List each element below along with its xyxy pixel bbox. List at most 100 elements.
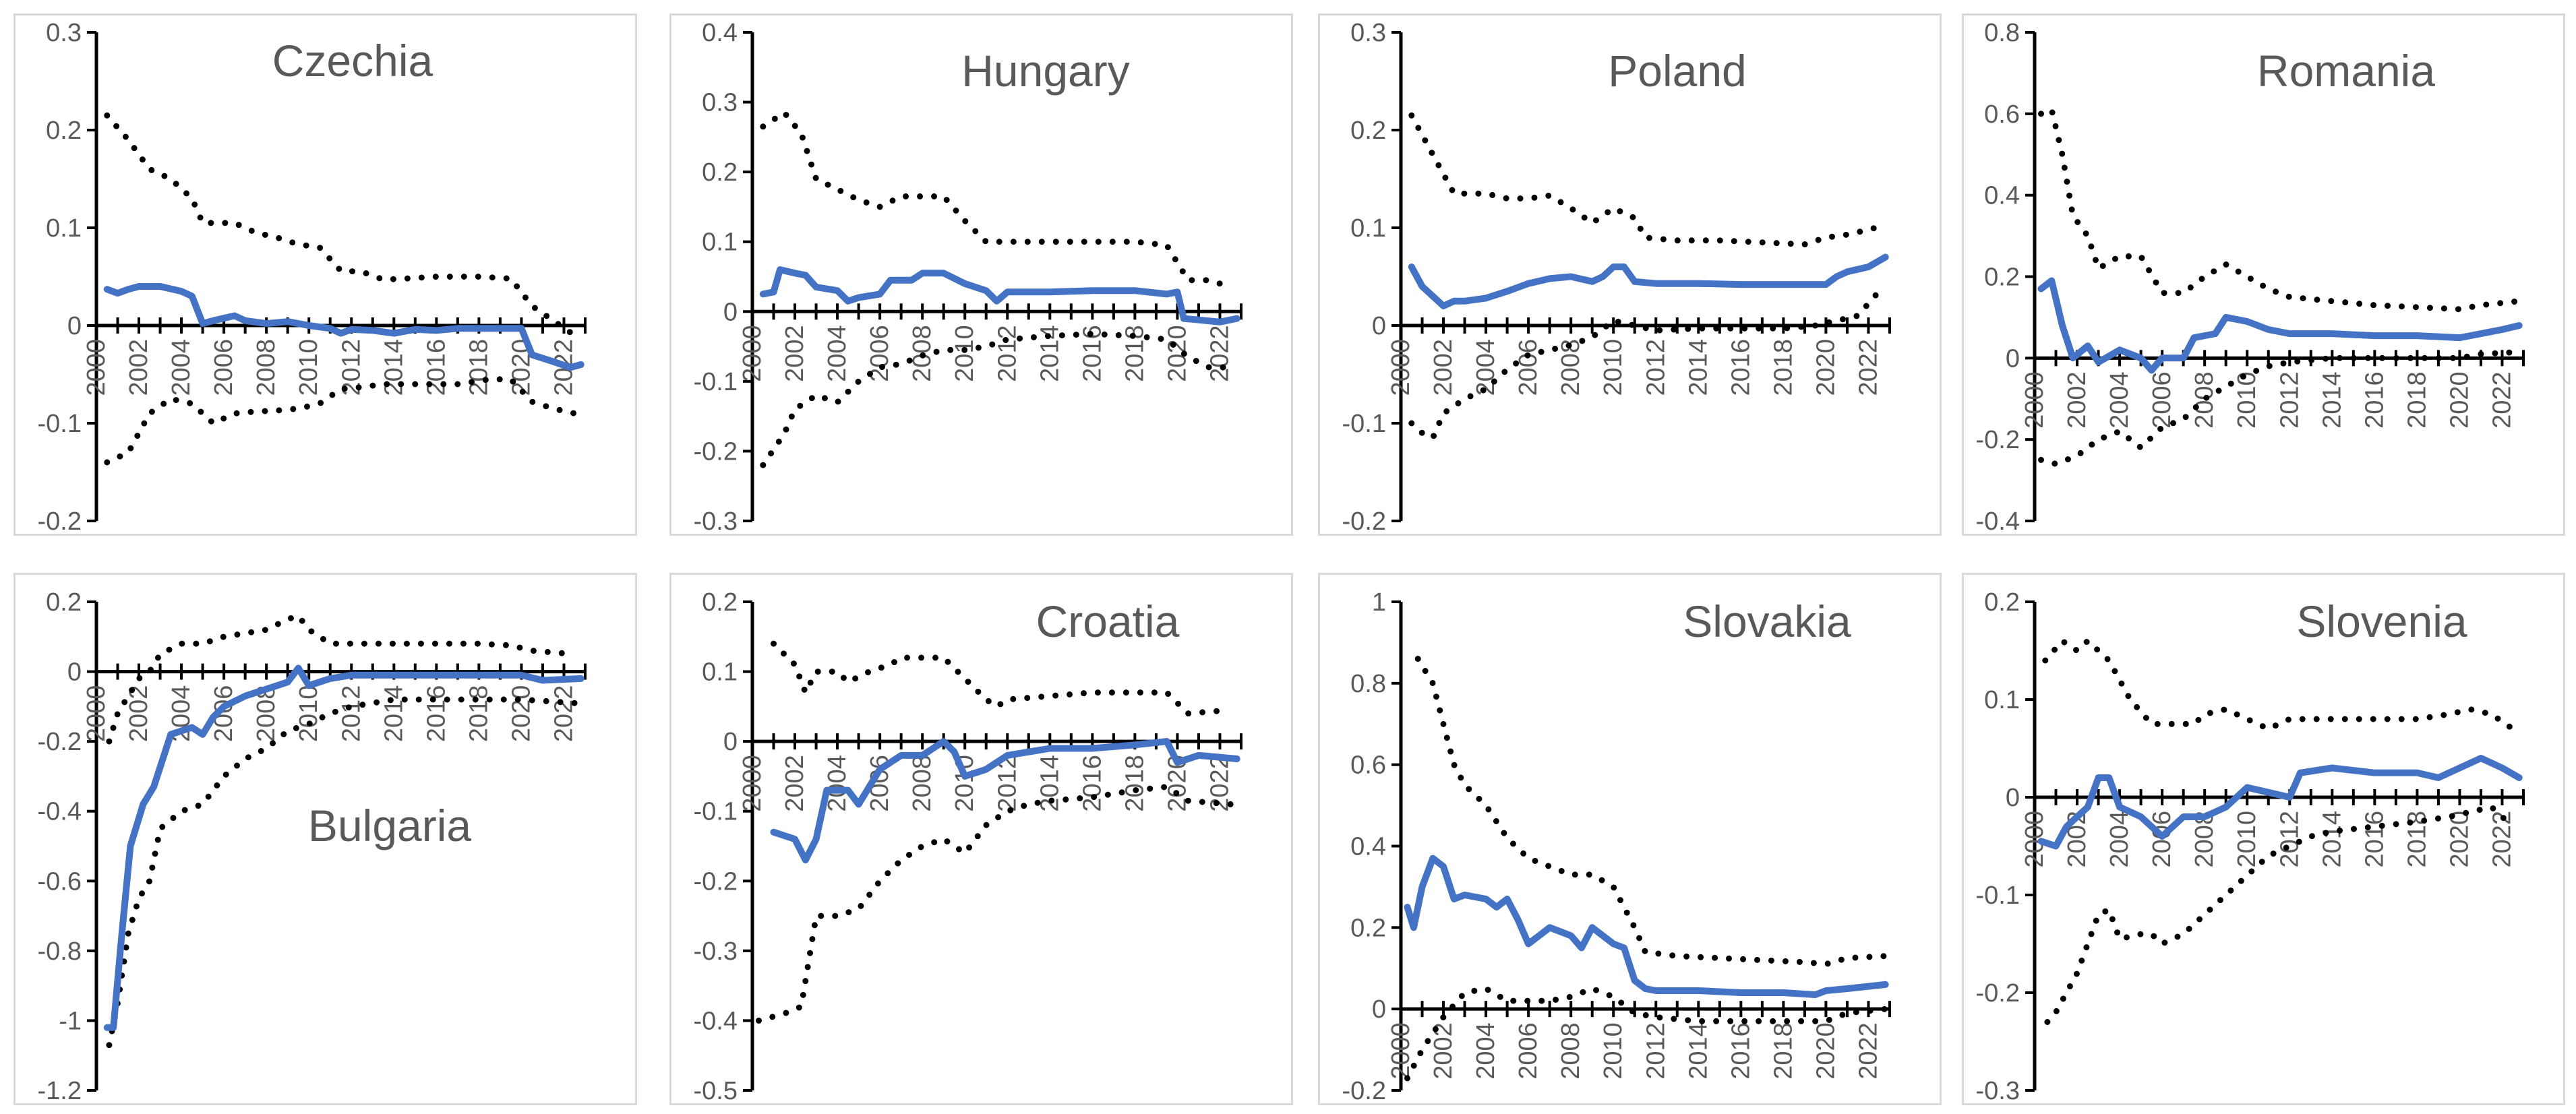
y-tick-label: 0	[2006, 784, 2020, 812]
x-tick-label: 2018	[2403, 811, 2431, 868]
x-tick-label: 2022	[1205, 325, 1234, 382]
x-tick-label: 2018	[1769, 339, 1797, 396]
y-tick-label: 0.1	[1984, 686, 2020, 714]
y-tick-label: -0.2	[694, 437, 738, 466]
y-tick-label: 0	[1372, 312, 1386, 340]
y-tick-label: -0.4	[38, 798, 82, 826]
x-tick-label: 2002	[2063, 371, 2091, 429]
x-tick-label: 2010	[295, 685, 323, 743]
x-tick-label: 2000	[1387, 339, 1415, 396]
confidence-band-line	[1414, 656, 1889, 968]
x-tick-label: 2004	[823, 755, 851, 812]
chart-panel-romania: -0.4 -0.2 0 0.2 0.4 0.6 0.8 2000 2002 2004 2006 200…	[1962, 13, 2565, 536]
x-tick-label: 2022	[1854, 339, 1882, 396]
x-tick-label: 2004	[2105, 811, 2134, 868]
x-tick-label: 2012	[337, 685, 365, 743]
x-tick-label: 2016	[2360, 811, 2389, 868]
y-tick-label: 0.2	[1350, 914, 1386, 942]
chart-czechia: -0.2 -0.1 0 0.1 0.2 0.3 2000 2002 2004 2006 2008 20…	[38, 19, 587, 536]
x-tick-label: 2004	[2105, 371, 2134, 429]
estimate-line	[1408, 253, 1889, 309]
y-tick-label: 0.4	[1350, 833, 1386, 861]
y-tick-label: 0	[2006, 344, 2020, 373]
y-tick-label: -0.1	[38, 410, 82, 438]
y-tick-label: 0	[67, 312, 82, 340]
y-tick-label: 0	[1372, 995, 1386, 1024]
estimate-line	[770, 738, 1240, 864]
y-tick-label: 0	[723, 298, 738, 326]
y-tick-label: -0.2	[1976, 979, 2020, 1008]
confidence-band-line	[1404, 985, 1889, 1082]
x-tick-label: 2010	[1599, 1022, 1627, 1080]
y-tick-label: 0.2	[46, 117, 82, 145]
x-tick-label: 2014	[380, 685, 408, 743]
x-tick-label: 2022	[1854, 1022, 1882, 1080]
y-tick-label: -0.2	[1342, 1077, 1386, 1105]
x-tick-label: 2000	[82, 339, 111, 396]
x-tick-label: 2008	[1557, 339, 1585, 396]
y-tick-label: -0.1	[694, 798, 738, 826]
y-tick-label: 0.6	[1350, 751, 1386, 780]
confidence-band-line	[760, 330, 1234, 468]
y-tick-label: 0.3	[702, 89, 738, 117]
x-tick-label: 2002	[781, 755, 809, 812]
y-tick-label: -0.3	[694, 507, 738, 536]
x-tick-label: 2020	[507, 685, 535, 743]
y-tick-label: 0.2	[702, 158, 738, 187]
confidence-band-line	[756, 784, 1234, 1024]
x-tick-label: 2018	[2403, 371, 2431, 429]
y-tick-label: -0.1	[1976, 881, 2020, 910]
y-tick-label: 0.1	[46, 214, 82, 243]
x-tick-label: 2004	[823, 325, 851, 382]
y-tick-label: -0.3	[1976, 1077, 2020, 1105]
x-tick-label: 2000	[82, 685, 111, 743]
y-tick-label: 0.2	[1350, 117, 1386, 145]
x-tick-label: 2010	[295, 339, 323, 396]
y-tick-label: 0.1	[702, 658, 738, 687]
x-tick-label: 2002	[125, 685, 153, 743]
x-tick-label: 2018	[1120, 755, 1149, 812]
x-tick-label: 2018	[465, 685, 493, 743]
x-tick-label: 2010	[1599, 339, 1627, 396]
x-tick-label: 2016	[1727, 339, 1755, 396]
x-tick-label: 2004	[167, 339, 196, 396]
chart-title: Croatia	[1036, 596, 1180, 646]
y-tick-label: -0.1	[1342, 410, 1386, 438]
x-tick-label: 2008	[1557, 1022, 1585, 1080]
chart-title: Poland	[1608, 46, 1747, 96]
x-tick-label: 2008	[908, 755, 936, 812]
y-tick-label: 0.3	[1350, 19, 1386, 47]
x-tick-label: 2012	[2275, 371, 2304, 429]
x-tick-label: 2012	[1642, 339, 1670, 396]
x-tick-label: 2014	[2318, 371, 2346, 429]
x-tick-label: 2016	[422, 339, 450, 396]
chart-slovakia: -0.2 0 0.2 0.4 0.6 0.8 1 2000 2002 2004 2006 2008 20…	[1342, 588, 1891, 1105]
y-tick-label: -0.2	[1976, 426, 2020, 454]
x-tick-label: 2014	[380, 339, 408, 396]
chart-title: Slovakia	[1683, 596, 1851, 646]
x-tick-label: 2016	[2360, 371, 2389, 429]
y-tick-label: 0.8	[1984, 19, 2020, 47]
y-tick-label: -0.4	[694, 1007, 738, 1035]
y-tick-label: 0.4	[1984, 182, 2020, 210]
y-tick-label: -0.1	[694, 368, 738, 396]
confidence-band-line	[1408, 112, 1889, 248]
y-tick-label: -0.5	[694, 1077, 738, 1105]
y-tick-label: -0.2	[1342, 507, 1386, 536]
x-tick-label: 2002	[125, 339, 153, 396]
confidence-band-line	[104, 112, 578, 338]
x-tick-label: 2016	[1078, 755, 1106, 812]
x-tick-label: 2006	[1514, 339, 1542, 396]
x-tick-label: 2016	[1727, 1022, 1755, 1080]
chart-title: Bulgaria	[308, 801, 471, 850]
x-tick-label: 2020	[1811, 1022, 1840, 1080]
y-tick-label: 1	[1372, 588, 1386, 617]
x-tick-label: 2002	[1429, 339, 1458, 396]
y-tick-label: -0.3	[694, 937, 738, 966]
y-tick-label: 0.2	[1984, 264, 2020, 292]
x-tick-label: 2012	[993, 325, 1021, 382]
x-tick-label: 2006	[1514, 1022, 1542, 1080]
